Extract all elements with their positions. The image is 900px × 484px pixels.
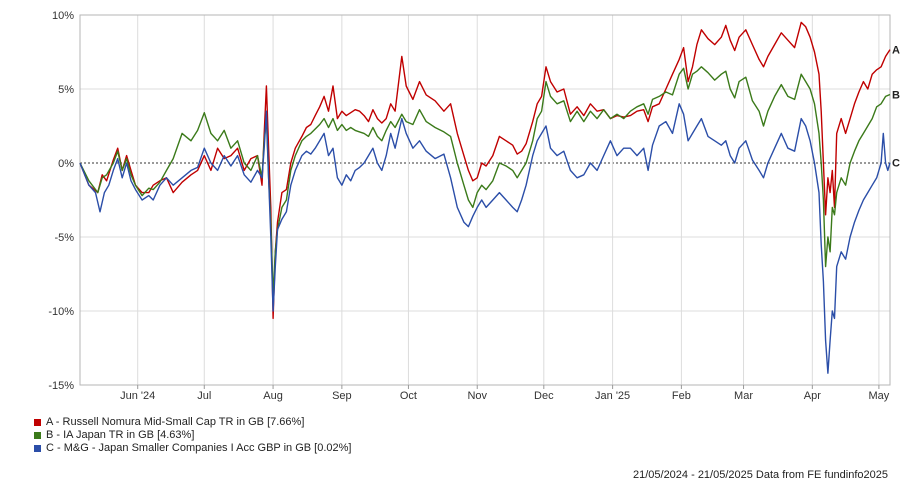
y-tick-label: -5% [54, 232, 74, 244]
y-tick-label: -15% [48, 380, 74, 392]
x-tick-label: Nov [467, 390, 487, 402]
x-tick-label: Aug [263, 390, 283, 402]
gridlines [80, 15, 890, 385]
x-tick-label: Sep [332, 390, 352, 402]
legend-item-a: A - Russell Nomura Mid-Small Cap TR in G… [34, 416, 351, 429]
series-end-label-c: C [892, 158, 900, 170]
x-tick-label: Apr [804, 390, 821, 402]
x-tick-label: Jun '24 [120, 390, 155, 402]
series-end-label-a: A [892, 45, 900, 57]
y-tick-label: 0% [58, 158, 74, 170]
series-line-b [79, 66, 891, 297]
series-lines [79, 21, 891, 374]
footer-source: 21/05/2024 - 21/05/2025 Data from FE fun… [632, 469, 888, 481]
series-line-a [79, 21, 891, 320]
y-tick-label: -10% [48, 306, 74, 318]
labels: 10% 5% 0% -5% -10% -15% Jun '24 Jul Aug Sep Oct Nov… [48, 10, 900, 402]
legend-swatch-b [34, 432, 41, 439]
plot-frame [79, 14, 891, 386]
x-tick-label: Jul [197, 390, 211, 402]
legend-label-c: C - M&G - Japan Smaller Companies I Acc … [46, 442, 352, 454]
legend-swatch-c [34, 445, 41, 452]
legend-item-b: B - IA Japan TR in GB [4.63%] [34, 429, 351, 442]
legend-swatch-a [34, 419, 41, 426]
axes [79, 14, 891, 389]
series-end-label-b: B [892, 89, 900, 101]
legend-label-b: B - IA Japan TR in GB [4.63%] [46, 429, 195, 441]
y-tick-label: 5% [58, 84, 74, 96]
legend: A - Russell Nomura Mid-Small Cap TR in G… [34, 416, 351, 455]
y-tick-label: 10% [52, 10, 74, 22]
x-tick-label: Mar [734, 390, 753, 402]
series-line-c [79, 103, 891, 374]
legend-item-c: C - M&G - Japan Smaller Companies I Acc … [34, 442, 351, 455]
x-tick-label: Feb [672, 390, 691, 402]
legend-label-a: A - Russell Nomura Mid-Small Cap TR in G… [46, 416, 305, 428]
x-tick-label: Oct [400, 390, 417, 402]
x-tick-label: May [869, 390, 890, 402]
x-tick-label: Dec [534, 390, 554, 402]
x-tick-label: Jan '25 [595, 390, 630, 402]
